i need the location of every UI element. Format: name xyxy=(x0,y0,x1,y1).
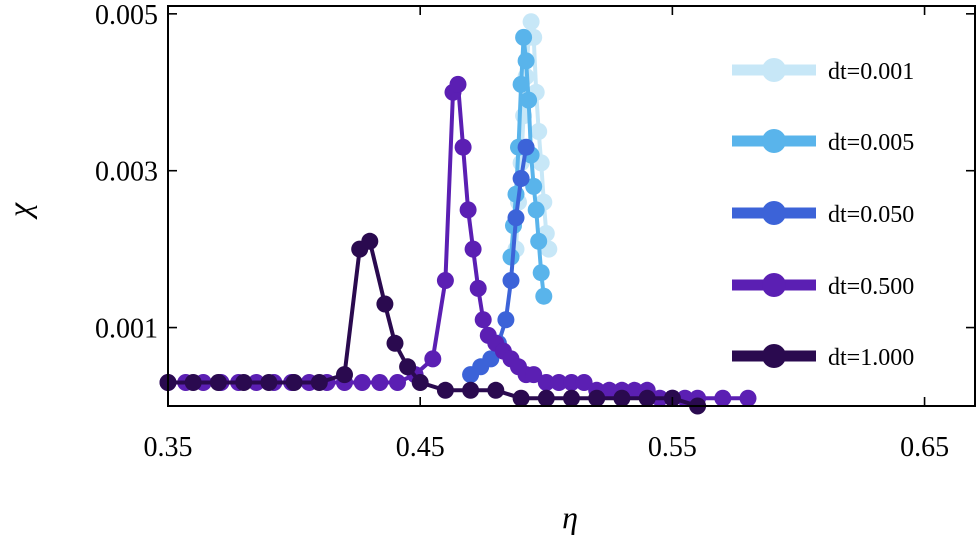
data-point xyxy=(310,374,328,391)
x-tick-label: 0.55 xyxy=(648,432,697,463)
data-point xyxy=(525,366,543,384)
data-point xyxy=(436,381,454,399)
data-point xyxy=(527,201,545,219)
data-point xyxy=(638,389,656,407)
series-line xyxy=(168,82,748,401)
data-point xyxy=(522,13,540,31)
series-layer xyxy=(159,13,757,415)
data-point xyxy=(530,232,548,250)
data-point xyxy=(449,75,467,93)
legend-label: dt=0.500 xyxy=(828,274,914,300)
legend-label: dt=0.001 xyxy=(828,59,914,85)
data-point xyxy=(714,389,732,407)
data-point xyxy=(535,287,553,305)
x-axis-title: η xyxy=(562,499,578,535)
data-point xyxy=(389,374,406,391)
data-point xyxy=(464,240,482,258)
data-point xyxy=(515,28,533,46)
data-point xyxy=(336,366,353,384)
x-tick-label: 0.65 xyxy=(900,432,949,463)
data-point xyxy=(600,381,618,399)
axis-layer: 0.35 0.45 0.55 0.65 0.001 0.003 0.005 xyxy=(95,0,975,463)
legend-swatch-marker xyxy=(762,58,786,82)
data-point xyxy=(482,350,500,368)
y-tick-label: 0.001 xyxy=(95,314,158,345)
data-point xyxy=(462,381,480,399)
data-point xyxy=(512,170,530,187)
data-point xyxy=(487,381,505,399)
data-point xyxy=(517,52,535,70)
y-tick-label: 0.003 xyxy=(95,157,158,188)
data-point xyxy=(530,123,548,140)
data-point xyxy=(563,374,580,391)
data-point xyxy=(424,350,442,368)
legend-entry: dt=0.001 xyxy=(732,58,914,85)
series-5 xyxy=(159,232,707,415)
x-tick-label: 0.45 xyxy=(396,432,445,463)
legend-swatch-marker xyxy=(762,129,786,153)
data-point xyxy=(550,374,568,391)
legend-label: dt=0.005 xyxy=(828,130,914,156)
data-point xyxy=(474,311,492,329)
data-point xyxy=(260,374,278,391)
data-point xyxy=(502,272,520,289)
legend-swatch-marker xyxy=(762,344,786,368)
data-point xyxy=(525,177,543,195)
series-4 xyxy=(159,75,757,407)
data-point xyxy=(512,389,530,407)
legend-entry: dt=0.050 xyxy=(732,201,914,228)
data-point xyxy=(469,279,487,297)
data-point xyxy=(209,374,227,391)
data-point xyxy=(626,381,643,399)
data-point xyxy=(517,138,535,156)
data-point xyxy=(563,389,580,407)
data-point xyxy=(537,374,555,391)
data-point xyxy=(507,185,525,203)
legend-swatch-marker xyxy=(762,201,786,225)
data-point xyxy=(235,374,253,391)
data-point xyxy=(399,358,417,376)
legend: dt=0.001 dt=0.005 dt=0.050 dt=0.500 dt=1.000 xyxy=(732,58,914,371)
legend-entry: dt=0.005 xyxy=(732,129,914,156)
legend-entry: dt=1.000 xyxy=(732,344,914,371)
y-axis-title: χ xyxy=(1,202,37,220)
legend-entry: dt=0.500 xyxy=(732,273,914,300)
data-point xyxy=(532,264,550,282)
data-point xyxy=(512,75,530,93)
y-tick-label: 0.005 xyxy=(95,0,158,31)
data-point xyxy=(386,334,404,352)
data-point xyxy=(588,389,606,407)
legend-swatch-marker xyxy=(762,273,786,297)
data-point xyxy=(184,374,202,391)
data-point xyxy=(507,209,525,227)
x-tick-label: 0.35 xyxy=(144,432,193,463)
data-point xyxy=(436,272,454,289)
data-point xyxy=(361,232,379,250)
data-point xyxy=(613,389,631,407)
data-point xyxy=(459,201,477,219)
data-point xyxy=(371,374,389,391)
data-point xyxy=(739,389,757,407)
data-point xyxy=(575,374,593,391)
data-point xyxy=(353,374,371,391)
data-point xyxy=(497,311,515,329)
data-point xyxy=(376,295,394,313)
data-point xyxy=(285,374,303,391)
data-point xyxy=(411,374,429,391)
plot-frame xyxy=(167,5,976,407)
legend-label: dt=1.000 xyxy=(828,345,914,371)
data-point xyxy=(537,389,555,407)
data-point xyxy=(454,138,472,156)
data-point xyxy=(520,91,538,109)
legend-label: dt=0.050 xyxy=(828,202,914,228)
